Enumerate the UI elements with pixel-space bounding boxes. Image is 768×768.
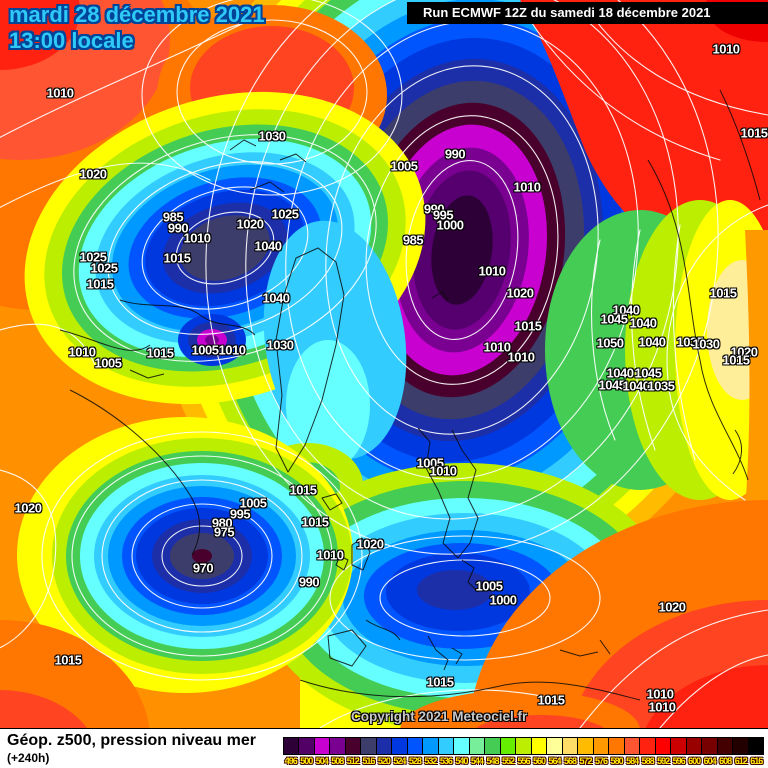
colorbar-value: 556 — [517, 756, 530, 766]
colorbar-value: 552 — [501, 756, 515, 766]
colorbar-value: 548 — [486, 756, 499, 766]
colorbar-values: 496 500 504 508 512 516 520 524 528 532 536 540 544 5… — [283, 756, 764, 766]
colorbar-cell — [284, 738, 300, 754]
labrador-low-spot — [178, 314, 246, 366]
atlantic-low-field — [17, 417, 353, 693]
colorbar-value: 528 — [408, 756, 422, 766]
coastlines — [59, 89, 761, 701]
colorbar-cell — [423, 738, 439, 754]
colorbar-cell — [345, 738, 362, 754]
colorbar-value: 560 — [532, 756, 546, 766]
colorbar-value: 608 — [719, 756, 732, 766]
colorbar-value: 612 — [734, 756, 748, 766]
colorbar-cell — [562, 738, 579, 754]
colorbar-cell — [454, 738, 470, 754]
isobar-lines — [0, 0, 768, 728]
colorbar-cell — [578, 738, 594, 754]
colorbar-cells — [283, 737, 764, 755]
colorbar-value: 572 — [579, 756, 593, 766]
colorbar-cell — [640, 738, 656, 754]
colorbar-value: 508 — [331, 756, 344, 766]
colorbar-value: 584 — [626, 756, 639, 766]
colorbar-cell — [686, 738, 703, 754]
colorbar-cell — [299, 738, 315, 754]
colorbar-cell — [547, 738, 563, 754]
colorbar-cell — [516, 738, 532, 754]
valid-time: 13:00 locale — [9, 28, 134, 53]
legend-title: Géop. z500, pression niveau mer — [7, 732, 256, 749]
colorbar-value: 588 — [641, 756, 655, 766]
weather-map-svg — [0, 0, 768, 728]
colorbar-cell — [531, 738, 548, 754]
bottom-right-ridge-field — [400, 500, 768, 728]
colorbar-value: 596 — [672, 756, 686, 766]
colorbar-cell — [717, 738, 734, 754]
colorbar-cell — [376, 738, 393, 754]
colorbar-value: 504 — [315, 756, 329, 766]
legend-bar: Géop. z500, pression niveau mer (+240h) … — [0, 728, 768, 768]
run-info-box: Run ECMWF 12Z du samedi 18 décembre 2021 — [407, 2, 768, 24]
colorbar-value: 532 — [424, 756, 437, 766]
colorbar-cell — [438, 738, 455, 754]
copyright-text: Copyright 2021 Meteociel.fr — [351, 709, 528, 724]
colorbar-cell — [407, 738, 424, 754]
colorbar-cell — [392, 738, 408, 754]
colorbar-value: 496 — [284, 756, 298, 766]
colorbar-value: 616 — [750, 756, 763, 766]
colorbar-value: 580 — [610, 756, 624, 766]
colorbar-cell — [361, 738, 377, 754]
colorbar-value: 516 — [362, 756, 375, 766]
bottom-left-ridge-field — [0, 620, 150, 728]
colorbar-value: 576 — [595, 756, 608, 766]
colorbar-value: 540 — [455, 756, 468, 766]
forecast-hour: (+240h) — [7, 751, 50, 765]
colorbar-value: 568 — [564, 756, 577, 766]
colorbar-cell — [702, 738, 718, 754]
colorbar-value: 512 — [346, 756, 360, 766]
colorbar-value: 520 — [377, 756, 391, 766]
colorbar-value: 604 — [703, 756, 717, 766]
colorbar-cell — [469, 738, 486, 754]
colorbar-cell — [748, 738, 764, 754]
run-info-text: Run ECMWF 12Z du samedi 18 décembre 2021 — [423, 5, 711, 20]
weather-map: 1010 1020 1030 1010 1015 1005 990 990 995 1000 985… — [0, 0, 768, 728]
colorbar: 496 500 504 508 512 516 520 524 528 532 536 540 544 5… — [283, 737, 764, 766]
colorbar-cell — [671, 738, 687, 754]
colorbar-cell — [500, 738, 517, 754]
colorbar-cell — [593, 738, 610, 754]
valid-date: mardi 28 décembre 2021 — [9, 2, 265, 27]
colorbar-cell — [655, 738, 672, 754]
colorbar-value: 536 — [439, 756, 453, 766]
valid-datetime: mardi 28 décembre 2021 13:00 locale — [9, 2, 265, 54]
colorbar-value: 592 — [657, 756, 670, 766]
colorbar-value: 600 — [688, 756, 701, 766]
colorbar-cell — [733, 738, 749, 754]
colorbar-cell — [609, 738, 625, 754]
colorbar-value: 524 — [393, 756, 406, 766]
colorbar-cell — [624, 738, 641, 754]
colorbar-value: 500 — [300, 756, 313, 766]
colorbar-cell — [330, 738, 346, 754]
colorbar-cell — [314, 738, 331, 754]
colorbar-cell — [485, 738, 501, 754]
colorbar-value: 544 — [470, 756, 484, 766]
colorbar-value: 564 — [548, 756, 562, 766]
